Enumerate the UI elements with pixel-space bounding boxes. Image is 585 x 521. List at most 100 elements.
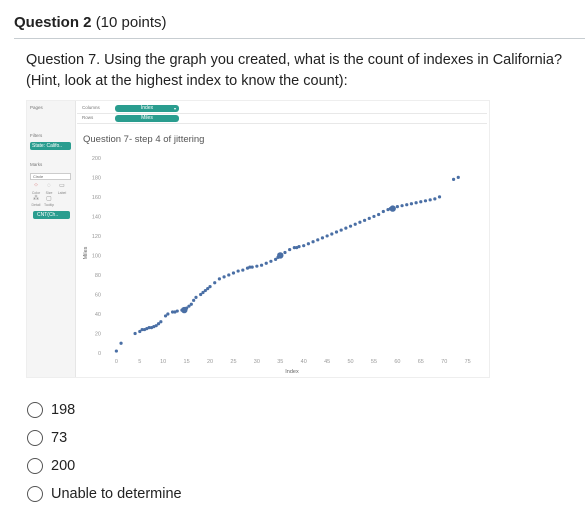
- data-point: [414, 201, 418, 205]
- data-point: [156, 322, 161, 326]
- data-point: [241, 268, 245, 272]
- option-73[interactable]: 73: [27, 429, 67, 447]
- marks-pill-count: CNT(Ch..: [33, 211, 70, 219]
- x-tick-label: 65: [418, 359, 424, 365]
- radio-73[interactable]: [27, 430, 43, 446]
- data-point: [395, 205, 399, 209]
- columns-pill-index: Index ▾: [115, 105, 179, 112]
- data-point: [213, 281, 217, 285]
- y-tick-label: 20: [95, 331, 101, 337]
- data-point: [248, 265, 252, 269]
- y-tick-label: 100: [92, 253, 101, 259]
- x-axis-label: Index: [285, 369, 299, 375]
- filter-pill-state: State: Califo..: [30, 142, 71, 150]
- data-point: [133, 331, 137, 336]
- x-tick-label: 35: [277, 359, 283, 365]
- tooltip-card-icon: ▢: [46, 196, 52, 202]
- data-point: [423, 199, 428, 203]
- data-point: [163, 314, 168, 318]
- data-point: [170, 310, 175, 314]
- radio-198[interactable]: [27, 402, 43, 418]
- data-point: [264, 261, 268, 265]
- data-point: [451, 177, 456, 181]
- option-73-label: 73: [51, 430, 68, 446]
- data-point: [334, 230, 339, 234]
- data-point: [138, 329, 142, 334]
- data-point: [208, 285, 212, 289]
- data-point: [302, 244, 306, 248]
- data-point: [222, 275, 226, 279]
- data-point: [140, 327, 144, 332]
- data-point: [288, 247, 292, 252]
- data-point: [201, 290, 205, 295]
- x-tick-label: 5: [138, 359, 141, 365]
- rows-pill-miles: Miles: [115, 115, 179, 122]
- x-tick-label: 25: [230, 359, 236, 365]
- tooltip-card-label: Tooltip: [43, 203, 55, 207]
- detail-card-label: Detail: [31, 203, 41, 207]
- data-point: [433, 197, 437, 201]
- option-198[interactable]: 198: [27, 401, 75, 419]
- data-point: [348, 224, 353, 228]
- data-point: [259, 263, 264, 267]
- option-198-label: 198: [51, 402, 76, 418]
- data-point: [311, 240, 315, 244]
- data-point: [306, 242, 310, 246]
- marks-type-dropdown: Circle: [30, 173, 71, 180]
- x-tick-label: 50: [347, 359, 353, 365]
- detail-card-icon: ⁂: [33, 196, 39, 202]
- data-point: [358, 220, 362, 224]
- x-tick-label: 45: [324, 359, 330, 365]
- data-point: [189, 302, 193, 306]
- x-tick-label: 20: [207, 359, 213, 365]
- data-point: [330, 232, 334, 236]
- label-card-icon: ▭: [59, 183, 65, 189]
- data-point: [206, 287, 210, 291]
- data-point: [419, 200, 423, 204]
- rows-pill-label: Miles: [141, 115, 153, 121]
- data-point: [367, 216, 371, 220]
- data-point: [297, 245, 301, 249]
- tableau-sidebar: Pages Filters State: Califo.. Marks Circ…: [27, 101, 76, 377]
- data-point: [114, 349, 118, 353]
- data-point: [377, 212, 381, 217]
- tableau-screenshot: Pages Filters State: Califo.. Marks Circ…: [26, 100, 490, 378]
- data-point: [437, 195, 442, 199]
- data-point: [409, 202, 414, 206]
- data-point: [381, 209, 385, 214]
- data-point: [269, 259, 273, 263]
- data-point: [274, 257, 278, 261]
- data-point: [400, 204, 404, 208]
- data-point: [344, 226, 348, 230]
- y-tick-label: 60: [95, 292, 101, 298]
- y-axis-label: Miles: [83, 246, 89, 259]
- data-point: [231, 271, 236, 275]
- rows-shelf: Rows Miles: [77, 114, 487, 124]
- option-200[interactable]: 200: [27, 457, 75, 475]
- data-point: [428, 198, 432, 202]
- marks-type-value: Circle: [33, 174, 44, 179]
- data-point: [159, 320, 163, 324]
- data-point: [175, 309, 179, 313]
- data-point: [362, 218, 367, 222]
- columns-shelf: Columns Index ▾: [77, 104, 487, 114]
- y-tick-label: 40: [95, 312, 101, 318]
- columns-label: Columns: [82, 105, 100, 110]
- radio-200[interactable]: [27, 458, 43, 474]
- radio-unable-to-determine[interactable]: [27, 486, 43, 502]
- pages-label: Pages: [30, 105, 43, 110]
- x-tick-label: 40: [301, 359, 307, 365]
- question-prompt: Question 7. Using the graph you created,…: [26, 52, 563, 89]
- scatter-chart: 0 20 40 60 80 100 120 140 160 180 200 0 5 10 15 20 25 30 3…: [83, 156, 471, 375]
- data-point: [405, 203, 409, 207]
- data-point: [292, 246, 296, 250]
- size-card-icon: ◌: [47, 183, 51, 189]
- size-card-label: Size: [45, 191, 53, 195]
- option-unable-to-determine[interactable]: Unable to determine: [27, 485, 182, 503]
- question-points: (10 points): [95, 14, 167, 31]
- data-point: [320, 236, 325, 240]
- data-point: [372, 214, 376, 219]
- question-header: Question 2 (10 points): [14, 14, 167, 31]
- y-tick-label: 140: [92, 214, 101, 220]
- data-point: [339, 228, 343, 232]
